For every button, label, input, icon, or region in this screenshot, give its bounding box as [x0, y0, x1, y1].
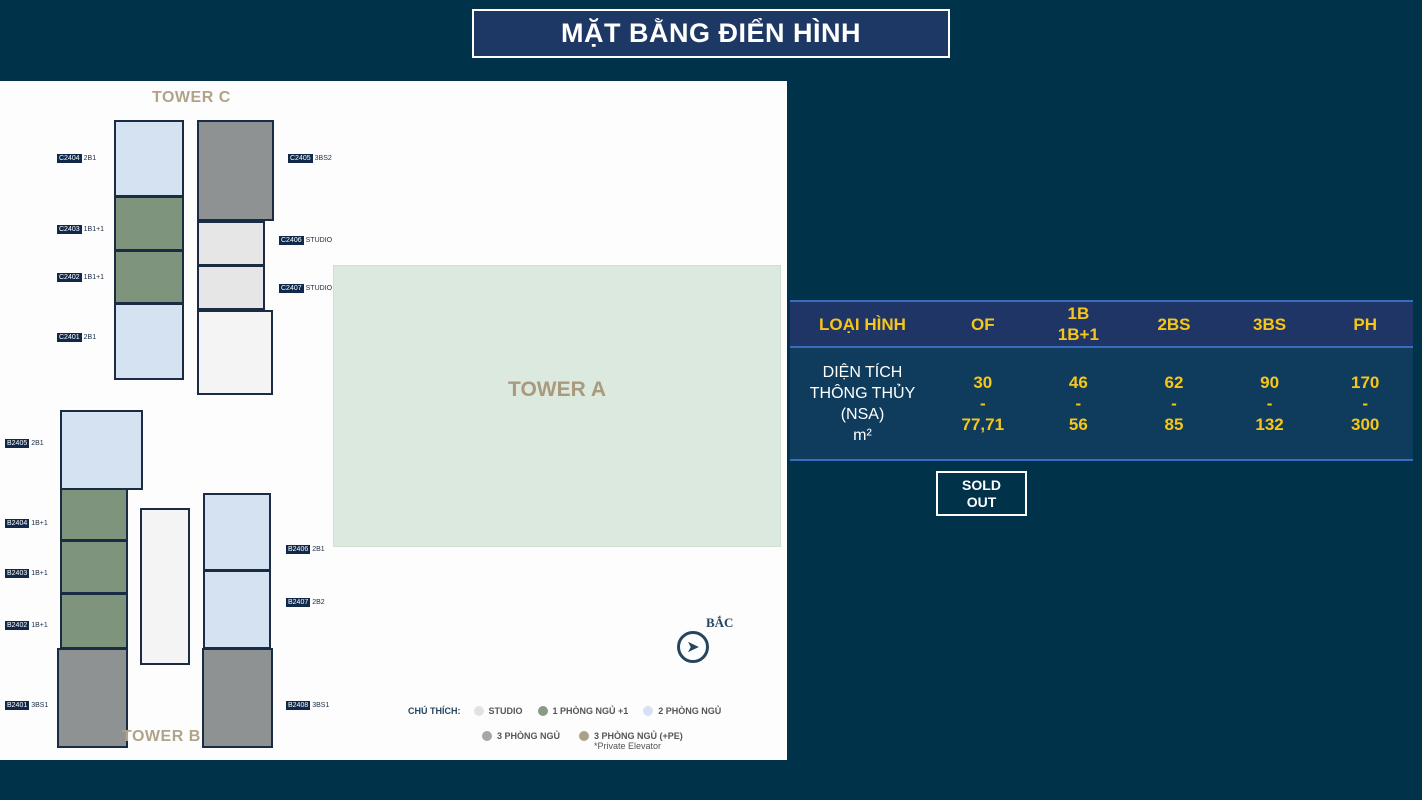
unit-c2405[interactable]	[197, 120, 274, 221]
legend-3br: 3 PHÒNG NGỦ	[497, 731, 561, 741]
legend-dot-3br	[482, 731, 492, 741]
label-c2401: C2401 2B1	[57, 333, 97, 342]
tower-a-label: TOWER A	[508, 378, 606, 401]
legend-row-2: 3 PHÒNG NGỦ 3 PHÒNG NGỦ (+PE) *Private El…	[482, 731, 683, 751]
label-c2403: C2403 1B1+1	[57, 225, 105, 234]
unit-c2404[interactable]	[114, 120, 184, 197]
header-ph: PH	[1353, 314, 1377, 334]
label-b2408: B2408 3BS1	[286, 701, 330, 710]
core-c	[197, 310, 273, 395]
unit-c2406[interactable]	[197, 221, 265, 266]
legend-dot-1br	[537, 706, 548, 716]
legend-title: CHÚ THÍCH:	[408, 706, 461, 716]
label-c2402: C2402 1B1+1	[57, 273, 105, 282]
header-1b: 1B 1B+1	[1057, 304, 1099, 344]
unit-c2403[interactable]	[114, 196, 184, 251]
tower-a-block[interactable]: TOWER A	[333, 265, 781, 547]
unit-b2403[interactable]	[60, 540, 128, 594]
label-b2401: B2401 3BS1	[5, 701, 49, 710]
legend-studio: STUDIO	[488, 706, 523, 716]
cell-ph: 170-300	[1350, 373, 1380, 434]
floor-plan: TOWER C C2404 2B1 C2403 1B1+1 C2402 1B1+1 C…	[0, 81, 787, 760]
cell-3bs: 90-132	[1255, 373, 1284, 434]
unit-c2407[interactable]	[197, 265, 265, 310]
tower-b-label: TOWER B	[122, 728, 201, 745]
unit-b2405[interactable]	[60, 410, 143, 490]
label-c2404: C2404 2B1	[57, 154, 97, 163]
unit-b2408[interactable]	[202, 648, 273, 748]
table-header: LOẠI HÌNH OF 1B 1B+1 2BS 3BS PH	[790, 300, 1413, 348]
label-b2402: B2402 1B+1	[5, 621, 48, 630]
header-3bs: 3BS	[1253, 314, 1287, 334]
label-c2407: C2407 STUDIO	[279, 284, 333, 293]
header-type: LOẠI HÌNH	[819, 314, 906, 334]
legend-1br: 1 PHÒNG NGỦ +1	[552, 706, 629, 716]
unit-b2407[interactable]	[203, 570, 271, 649]
label-c2405: C2405 3BS2	[288, 154, 332, 163]
legend-dot-3br-pe	[579, 731, 590, 741]
page-title: MẶT BẰNG ĐIỂN HÌNH	[472, 9, 950, 58]
legend-row-1: CHÚ THÍCH: STUDIO 1 PHÒNG NGỦ +1 2 PHÒNG…	[408, 706, 721, 716]
unit-c2402[interactable]	[114, 250, 184, 304]
legend-dot-studio	[473, 706, 484, 716]
header-2bs: 2BS	[1157, 314, 1191, 334]
label-b2407: B2407 2B2	[286, 598, 325, 607]
label-b2406: B2406 2B1	[286, 545, 325, 554]
legend-2br: 2 PHÒNG NGỦ	[658, 706, 722, 716]
cell-of: 30-77,71	[961, 373, 1005, 434]
tower-c-label: TOWER C	[152, 89, 231, 106]
legend-dot-2br	[643, 706, 654, 716]
sold-out-badge: SOLD OUT	[936, 471, 1027, 516]
label-b2403: B2403 1B+1	[5, 569, 48, 578]
cell-2bs: 62-85	[1164, 373, 1184, 434]
label-b2405: B2405 2B1	[5, 439, 44, 448]
header-of: OF	[970, 314, 995, 334]
area-table: LOẠI HÌNH OF 1B 1B+1 2BS 3BS PH DIỆN TÍCH…	[790, 300, 1413, 461]
label-c2406: C2406 STUDIO	[279, 236, 333, 245]
legend-note: *Private Elevator	[594, 741, 662, 751]
compass-icon: ➤	[677, 631, 709, 663]
cell-1b: 46-56	[1068, 373, 1088, 434]
north-label: BẮC	[706, 615, 734, 630]
row-label: DIỆN TÍCH THÔNG THỦY (NSA) m²	[809, 363, 916, 444]
unit-b2406[interactable]	[203, 493, 271, 571]
legend-3br-pe: 3 PHÒNG NGỦ (+PE)	[594, 731, 683, 741]
unit-b2404[interactable]	[60, 488, 128, 541]
core-b	[140, 508, 190, 665]
unit-c2401[interactable]	[114, 303, 184, 380]
unit-b2402[interactable]	[60, 593, 128, 649]
table-row: DIỆN TÍCH THÔNG THỦY (NSA) m² 30-77,71 46-5…	[790, 348, 1413, 461]
unit-b2401[interactable]	[57, 648, 128, 748]
label-b2404: B2404 1B+1	[5, 519, 48, 528]
